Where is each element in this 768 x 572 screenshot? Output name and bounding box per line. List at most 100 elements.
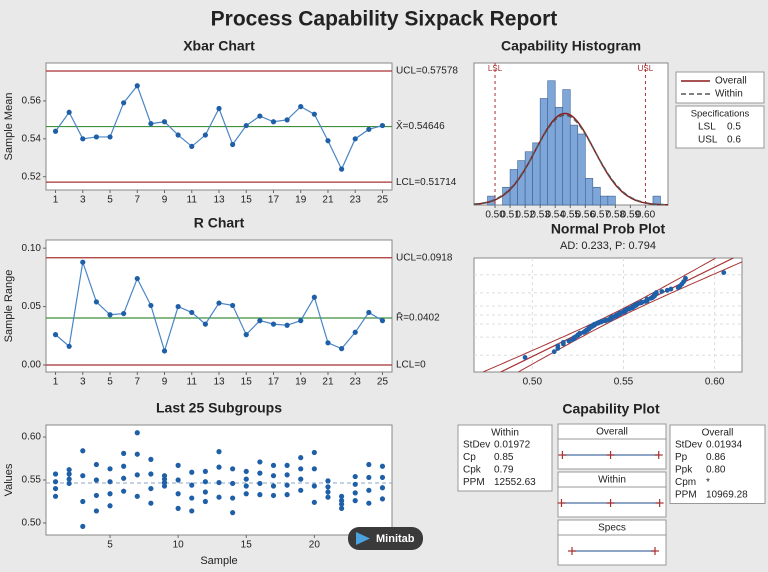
stat-label: Ppk [675,465,693,476]
data-point [338,493,345,499]
data-point [366,126,372,132]
data-point [175,477,181,483]
x-tick-label: 0.55 [614,377,634,388]
y-tick-label: 0.05 [22,301,42,312]
histogram-bar [569,124,579,206]
data-point [366,309,372,316]
data-point [257,492,263,498]
panel-title: Specs [598,523,626,534]
y-tick-label: 0.55 [22,475,42,486]
data-point [257,470,263,476]
spec-label: LSL [488,64,503,73]
data-point [366,474,372,481]
data-point [189,495,195,501]
x-tick-label: 3 [80,195,86,206]
data-point [202,468,208,475]
x-tick-label: 15 [241,540,253,551]
data-point [216,105,222,112]
data-point [175,505,181,511]
data-point [93,477,100,483]
legend-label: Overall [715,76,747,87]
spec-name: USL [698,135,718,146]
histogram-bar [554,107,564,206]
y-tick-label: 0.10 [22,243,42,254]
data-point [93,461,100,468]
data-point [189,143,195,150]
data-point [107,479,113,485]
stat-value: 0.86 [706,452,726,463]
y-tick-label: 0.54 [22,133,42,144]
data-point [284,492,290,498]
data-point [107,491,113,497]
data-point [66,480,72,487]
histogram-bar [562,89,571,206]
stat-value: 0.01972 [494,440,531,451]
data-point [325,494,331,500]
stat-label: Cpm [675,477,696,488]
data-point [338,166,345,172]
data-point [202,479,208,485]
data-point [675,285,681,291]
data-point [243,476,249,482]
data-point [619,310,625,316]
control-limit-label: X̄=0.54646 [396,120,445,133]
data-point [298,455,304,461]
confidence-band [482,258,717,372]
data-point [650,294,656,300]
data-point [52,128,59,134]
x-tick-label: 1 [53,377,59,388]
chart-title: Last 25 Subgroups [156,400,282,416]
stat-label: Pp [675,452,688,463]
data-point [721,270,727,275]
x-tick-label: 13 [213,195,225,206]
data-point [148,456,154,462]
stat-label: PPM [463,477,485,488]
x-tick-label: 0.51 [500,210,520,221]
density-curve [473,114,669,206]
x-tick-label: 9 [162,195,168,206]
control-limit-label: LCL=0 [396,360,426,371]
x-tick-label: 11 [187,377,198,388]
data-point [93,299,100,305]
data-point [298,487,304,493]
data-point [551,349,557,355]
legend [675,71,765,104]
x-tick-label: 17 [268,195,280,206]
data-point [366,461,372,468]
data-point [366,500,372,506]
data-point [298,318,304,324]
data-point [379,122,386,129]
data-point [80,498,86,505]
interval-panel [557,423,667,470]
x-tick-label: 15 [241,195,253,206]
x-tick-label: 0.56 [576,210,596,221]
data-point [284,472,290,478]
data-point [325,138,331,144]
data-point [632,303,637,309]
data-point [52,471,59,477]
data-point [270,462,277,468]
badge [348,527,423,550]
data-point [230,510,236,516]
data-point [134,472,140,478]
data-point [148,302,154,309]
x-tick-label: 23 [350,377,362,388]
data-point [644,296,650,302]
data-point [175,491,181,497]
stat-label: StDev [463,440,490,451]
data-point [121,488,127,494]
data-point [379,463,386,469]
control-limit-label: UCL=0.0918 [396,252,453,263]
x-tick-label: 0.59 [621,210,641,221]
data-point [635,301,641,307]
data-point [80,136,86,142]
data-point [134,493,140,499]
data-point [270,473,277,479]
x-axis-label: Sample [200,555,237,567]
data-point [599,318,605,324]
data-point [52,485,59,492]
x-tick-label: 5 [107,377,113,388]
data-point [639,299,645,305]
data-point [121,100,127,106]
data-point [202,321,208,327]
